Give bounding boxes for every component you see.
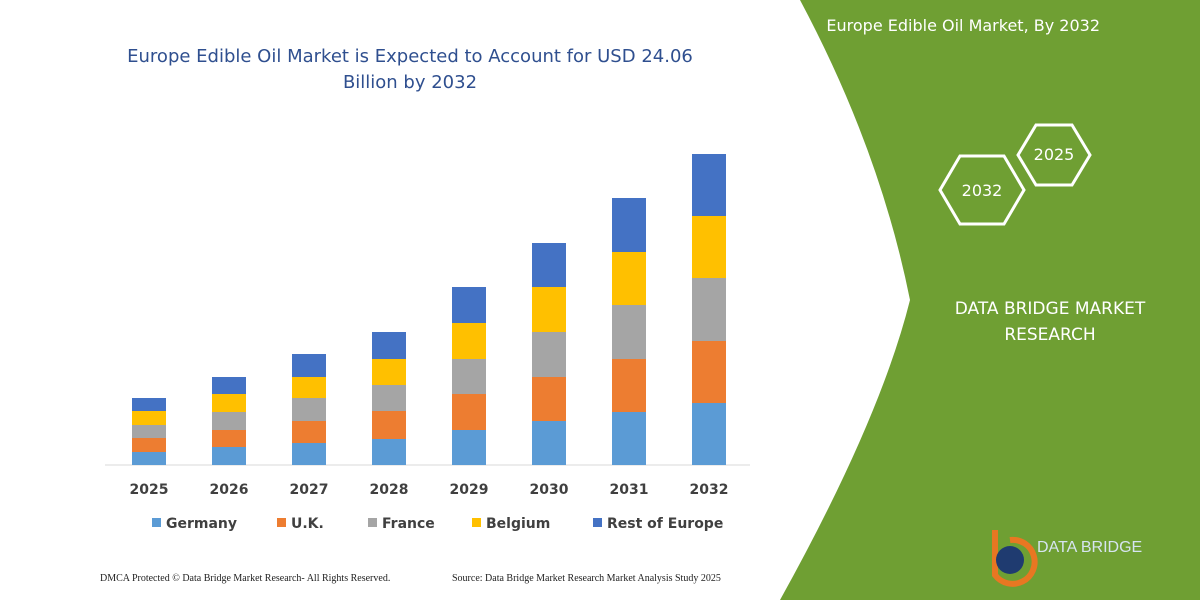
bar-segment [692, 216, 726, 278]
bar-segment [532, 243, 566, 287]
legend-swatch [593, 518, 602, 527]
bar-segment [612, 305, 646, 359]
legend-swatch [277, 518, 286, 527]
legend-label: Belgium [486, 516, 550, 532]
bar-segment [692, 403, 726, 465]
legend-swatch [368, 518, 377, 527]
footer-left: DMCA Protected © Data Bridge Market Rese… [100, 573, 391, 584]
x-tick-label: 2032 [690, 482, 729, 498]
x-tick-label: 2030 [530, 482, 569, 498]
legend-swatch [472, 518, 481, 527]
bar-segment [212, 412, 246, 430]
bar-segment [132, 411, 166, 425]
hexagon [1016, 123, 1092, 187]
bar-segment [612, 252, 646, 305]
bar-segment [292, 354, 326, 377]
bar-segment [372, 411, 406, 439]
logo-mark [992, 530, 1038, 587]
bar-segment [292, 443, 326, 465]
hexagon-label: 2032 [962, 181, 1003, 200]
bar-segment [452, 430, 486, 465]
bar-segment [132, 398, 166, 411]
logo-text: DATA BRIDGE [1037, 539, 1142, 556]
legend-label: Rest of Europe [607, 516, 723, 532]
bar-segment [692, 341, 726, 403]
legend-swatch [152, 518, 161, 527]
panel-title: Europe Edible Oil Market, By 2032 [826, 16, 1100, 35]
bar-segment [612, 198, 646, 252]
x-tick-label: 2029 [450, 482, 489, 498]
bar-segment [132, 452, 166, 465]
bar-segment [212, 377, 246, 394]
bar-segment [452, 287, 486, 323]
bar-segment [532, 332, 566, 377]
bar-segment [212, 394, 246, 412]
bar-segment [372, 385, 406, 411]
hexagon-label: 2025 [1034, 145, 1075, 164]
green-panel [780, 0, 1200, 600]
brand: DATA BRIDGE MARKET RESEARCH [954, 299, 1146, 345]
bar-segment [292, 398, 326, 421]
bar-segment [692, 154, 726, 216]
bar-segment [452, 394, 486, 430]
bar-segment [532, 377, 566, 421]
bar-segment [452, 359, 486, 394]
legend-label: Germany [166, 516, 237, 532]
bar-segment [132, 425, 166, 438]
bar-segment [292, 377, 326, 398]
bar-segment [372, 359, 406, 385]
x-tick-label: 2026 [210, 482, 249, 498]
x-tick-label: 2031 [610, 482, 649, 498]
bar-segment [532, 421, 566, 465]
legend-label: U.K. [291, 516, 324, 532]
bar-segment [132, 438, 166, 452]
bar-segment [212, 447, 246, 465]
bar-segment [692, 278, 726, 341]
bar-segment [372, 332, 406, 359]
bar-segment [532, 287, 566, 332]
hexagon [938, 154, 1026, 226]
legend-label: France [382, 516, 435, 532]
logo-mark [996, 546, 1024, 574]
bar-segment [292, 421, 326, 443]
chart-title: Europe Edible Oil Market is Expected to … [127, 46, 693, 93]
x-tick-label: 2027 [290, 482, 329, 498]
footer-right: Source: Data Bridge Market Research Mark… [452, 573, 721, 584]
bar-segment [212, 430, 246, 447]
bar-segment [612, 359, 646, 412]
x-tick-label: 2028 [370, 482, 409, 498]
bar-segment [612, 412, 646, 465]
bar-segment [372, 439, 406, 465]
bar-segment [452, 323, 486, 359]
x-tick-label: 2025 [130, 482, 169, 498]
